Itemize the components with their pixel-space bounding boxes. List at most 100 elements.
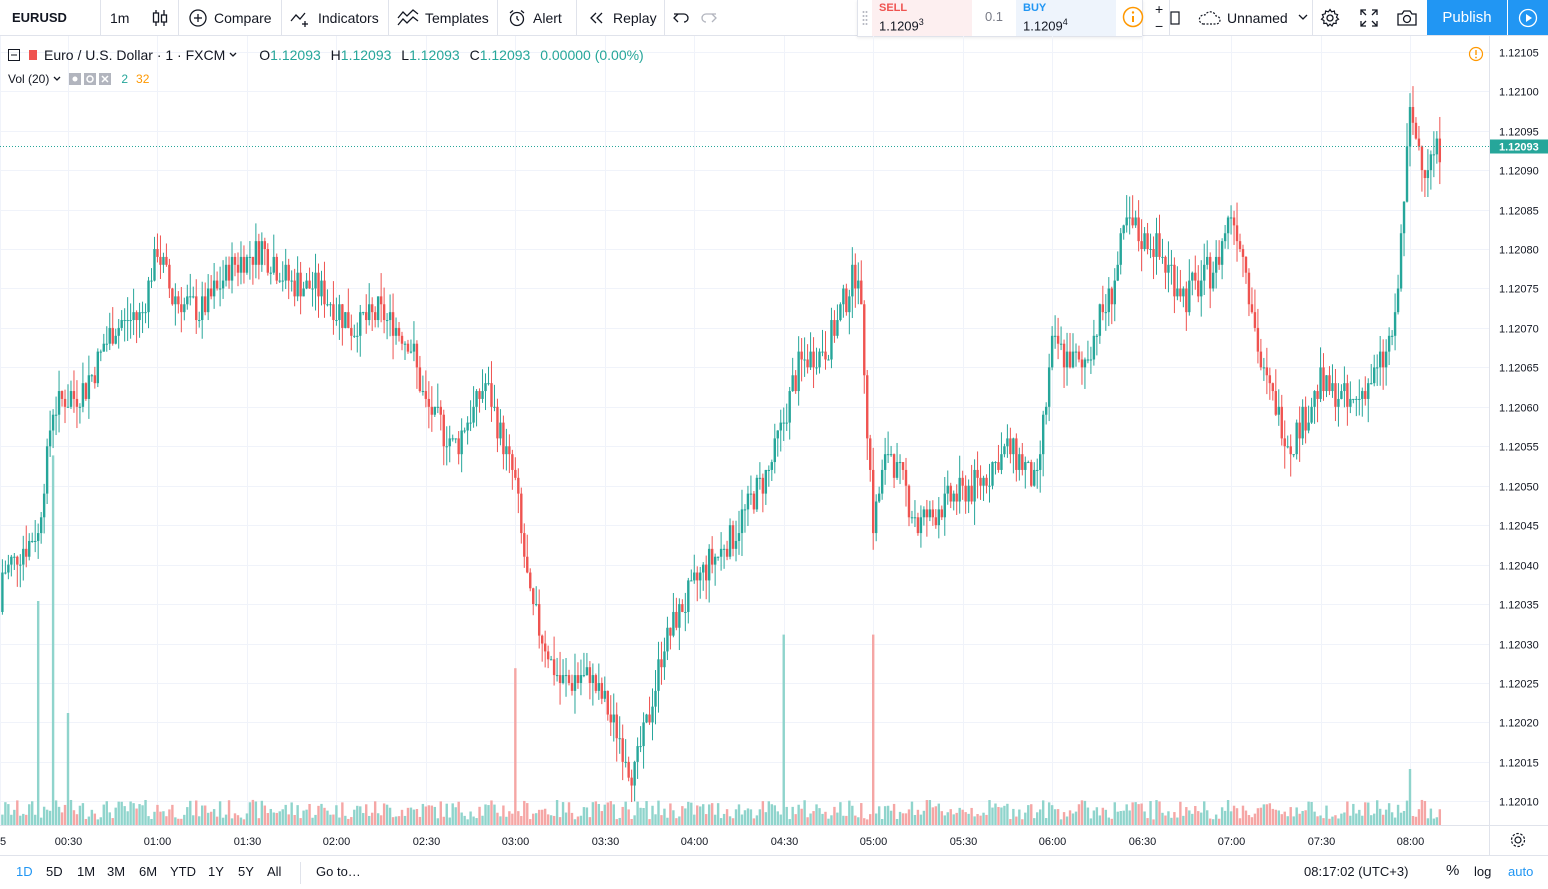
log-scale-button[interactable]: log (1474, 864, 1492, 879)
volume-bar (266, 813, 270, 825)
volume-bar (123, 806, 126, 825)
settings-button[interactable] (1320, 0, 1340, 35)
volume-bar (403, 815, 407, 825)
volume-bar (1310, 801, 1313, 825)
candle-body (791, 375, 794, 392)
candle-body (895, 462, 899, 478)
sell-price-main: 1.1209 (879, 18, 919, 34)
indicators-button[interactable]: Indicators (290, 0, 379, 35)
candles-icon (152, 9, 168, 26)
volume-bar (1271, 808, 1275, 825)
compare-button[interactable]: Compare (188, 0, 272, 35)
volume-bar (189, 800, 192, 825)
eye-icon[interactable] (69, 73, 82, 85)
auto-scale-button[interactable]: auto (1508, 864, 1534, 879)
buy-button[interactable]: BUY 1.12094 (1016, 0, 1116, 36)
candle-body (1056, 335, 1060, 344)
publish-button[interactable]: Publish (1427, 0, 1507, 35)
price-chart[interactable]: 1.12093 1.12105 1.12100 1.12095 1.12090 1.12… (0, 36, 1548, 855)
candle-body (1352, 398, 1355, 400)
volume-bar (353, 809, 356, 825)
candle-body (338, 304, 341, 321)
volume-bar (481, 815, 484, 825)
drag-handle-icon[interactable] (862, 10, 868, 26)
volume-bar (1331, 816, 1334, 825)
snapshot-button[interactable] (1396, 0, 1418, 35)
candle-body (218, 288, 222, 290)
candle-body (263, 241, 267, 250)
volume-bar (326, 810, 329, 825)
axis-settings-icon[interactable] (1514, 836, 1522, 844)
timezone-clock[interactable]: 08:17:02 (UTC+3) (1304, 864, 1409, 879)
volume-bar (1128, 810, 1131, 825)
candle-body (138, 312, 141, 321)
percent-scale-button[interactable]: % (1446, 862, 1460, 879)
volume-bar (236, 815, 240, 825)
candle-body (848, 296, 851, 313)
compare-label: Compare (214, 9, 272, 26)
quantity-increase-button[interactable]: + (1155, 0, 1164, 17)
chevron-down-icon[interactable] (51, 74, 63, 84)
gear-icon[interactable] (84, 73, 97, 85)
camera-icon (1397, 9, 1417, 26)
alert-button[interactable]: Alert (507, 0, 562, 35)
candle-body (1384, 351, 1388, 368)
volume-bar (284, 804, 287, 825)
warning-icon[interactable] (1468, 46, 1484, 62)
interval-button[interactable]: 1m (110, 0, 129, 35)
layout-button[interactable]: Unnamed (1197, 0, 1312, 35)
series-title[interactable]: Euro / U.S. Dollar · 1 · FXCM (44, 47, 226, 63)
volume-bar (430, 805, 434, 825)
fullscreen-toggle[interactable] (1170, 0, 1180, 35)
chevron-down-icon[interactable] (227, 50, 239, 60)
undo-button[interactable] (672, 0, 690, 35)
candle-body (439, 406, 442, 415)
volume-bar (186, 807, 189, 825)
volume-bar (254, 801, 258, 825)
templates-button[interactable]: Templates (397, 0, 489, 35)
candle-body (785, 422, 788, 424)
chart-type-button[interactable] (150, 0, 170, 35)
candle-body (248, 256, 252, 258)
candle-body (940, 509, 943, 518)
goto-button[interactable]: Go to… (316, 864, 361, 879)
range-5y-button[interactable]: 5Y (238, 864, 254, 879)
volume-bar (463, 815, 466, 825)
candle-body (740, 509, 744, 534)
candle-body (493, 406, 496, 408)
range-ytd-button[interactable]: YTD (170, 864, 196, 879)
symbol-search-button[interactable]: EURUSD (12, 0, 67, 35)
range-1d-button[interactable]: 1D (16, 864, 33, 879)
volume-bar (845, 815, 848, 825)
fullscreen-button[interactable] (1359, 0, 1379, 35)
volume-bar (588, 817, 592, 825)
volume-bar (791, 806, 794, 825)
redo-button[interactable] (700, 0, 718, 35)
volume-bar (347, 818, 350, 825)
range-6m-button[interactable]: 6M (139, 864, 158, 879)
range-all-button[interactable]: All (267, 864, 282, 879)
replay-button[interactable]: Replay (587, 0, 657, 35)
range-5d-button[interactable]: 5D (46, 864, 63, 879)
candle-body (81, 383, 85, 407)
close-icon[interactable] (99, 73, 112, 85)
volume-bar (1349, 815, 1352, 825)
candle-body (546, 651, 550, 660)
x-tick-label: 05:00 (860, 836, 888, 848)
ohlc-values: O1.12093 H1.12093 L1.12093 C1.12093 0.00… (259, 47, 643, 63)
y-tick-label: 1.12080 (1499, 245, 1539, 257)
quantity-decrease-button[interactable]: − (1155, 18, 1164, 34)
volume-bar (1036, 812, 1039, 825)
volume-title[interactable]: Vol (20) (8, 72, 50, 86)
range-3m-button[interactable]: 3M (107, 864, 126, 879)
candle-body (1405, 146, 1409, 202)
sell-button[interactable]: SELL 1.12093 (872, 0, 972, 36)
play-button[interactable] (1508, 0, 1548, 35)
candle-body (815, 367, 818, 369)
candle-body (317, 272, 320, 297)
candle-body (1050, 335, 1054, 368)
info-button[interactable] (1122, 6, 1144, 28)
range-1y-button[interactable]: 1Y (208, 864, 224, 879)
collapse-icon[interactable] (8, 49, 20, 61)
range-1m-button[interactable]: 1M (77, 864, 96, 879)
